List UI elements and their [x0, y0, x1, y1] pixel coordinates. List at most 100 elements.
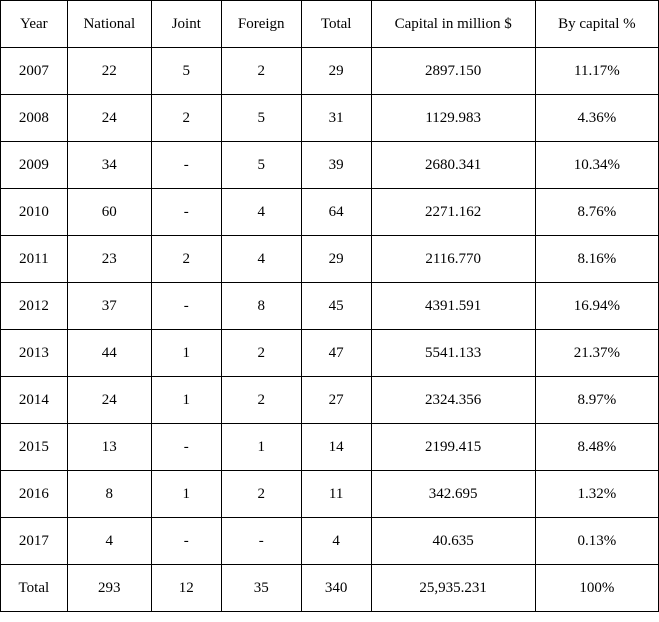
table-cell: 2	[151, 95, 221, 142]
table-row: Total293123534025,935.231100%	[1, 565, 659, 612]
table-cell: 2199.415	[371, 424, 535, 471]
table-cell: 4391.591	[371, 283, 535, 330]
table-cell: 40.635	[371, 518, 535, 565]
table-cell: 25,935.231	[371, 565, 535, 612]
table-cell: 8	[221, 283, 301, 330]
table-row: 20072252292897.15011.17%	[1, 48, 659, 95]
table-row: 20112324292116.7708.16%	[1, 236, 659, 283]
table-cell: 21.37%	[535, 330, 658, 377]
table-header-row: YearNationalJointForeignTotalCapital in …	[1, 1, 659, 48]
table-cell: 37	[67, 283, 151, 330]
table-cell: 2017	[1, 518, 68, 565]
table-cell: 2	[221, 48, 301, 95]
table-cell: 2010	[1, 189, 68, 236]
table-cell: 2324.356	[371, 377, 535, 424]
table-cell: 4	[301, 518, 371, 565]
table-cell: -	[151, 142, 221, 189]
table-row: 200934-5392680.34110.34%	[1, 142, 659, 189]
col-header: National	[67, 1, 151, 48]
table-cell: 24	[67, 377, 151, 424]
table-cell: 16.94%	[535, 283, 658, 330]
table-cell: 31	[301, 95, 371, 142]
table-cell: 100%	[535, 565, 658, 612]
table-cell: 24	[67, 95, 151, 142]
table-cell: 8.76%	[535, 189, 658, 236]
table-cell: 2016	[1, 471, 68, 518]
table-cell: 12	[151, 565, 221, 612]
table-cell: -	[151, 283, 221, 330]
table-cell: 8.97%	[535, 377, 658, 424]
table-cell: Total	[1, 565, 68, 612]
table-cell: 8.16%	[535, 236, 658, 283]
table-cell: 60	[67, 189, 151, 236]
col-header: Foreign	[221, 1, 301, 48]
table-cell: 2897.150	[371, 48, 535, 95]
table-cell: 2009	[1, 142, 68, 189]
table-row: 201513-1142199.4158.48%	[1, 424, 659, 471]
table-cell: 2013	[1, 330, 68, 377]
table-cell: -	[221, 518, 301, 565]
table-cell: 4.36%	[535, 95, 658, 142]
table-cell: 13	[67, 424, 151, 471]
table-row: 201060-4642271.1628.76%	[1, 189, 659, 236]
table-cell: 23	[67, 236, 151, 283]
table-row: 201681211342.6951.32%	[1, 471, 659, 518]
table-cell: 5	[151, 48, 221, 95]
table-cell: 4	[221, 236, 301, 283]
table-cell: 2116.770	[371, 236, 535, 283]
table-cell: 8.48%	[535, 424, 658, 471]
table-cell: 2008	[1, 95, 68, 142]
table-cell: 35	[221, 565, 301, 612]
col-header: Total	[301, 1, 371, 48]
col-header: Year	[1, 1, 68, 48]
table-row: 201237-8454391.59116.94%	[1, 283, 659, 330]
table-cell: 0.13%	[535, 518, 658, 565]
table-cell: 14	[301, 424, 371, 471]
table-cell: 1	[151, 330, 221, 377]
table-cell: 39	[301, 142, 371, 189]
table-row: 20134412475541.13321.37%	[1, 330, 659, 377]
table-cell: -	[151, 518, 221, 565]
table-cell: 10.34%	[535, 142, 658, 189]
table-cell: 64	[301, 189, 371, 236]
table-cell: 47	[301, 330, 371, 377]
table-cell: 1	[151, 377, 221, 424]
table-cell: 2271.162	[371, 189, 535, 236]
table-cell: 2014	[1, 377, 68, 424]
table-cell: 340	[301, 565, 371, 612]
table-cell: 2007	[1, 48, 68, 95]
table-row: 20174--440.6350.13%	[1, 518, 659, 565]
table-cell: 45	[301, 283, 371, 330]
table-cell: 44	[67, 330, 151, 377]
table-cell: 1129.983	[371, 95, 535, 142]
table-row: 20082425311129.9834.36%	[1, 95, 659, 142]
table-cell: 5	[221, 142, 301, 189]
table-cell: -	[151, 189, 221, 236]
table-cell: 342.695	[371, 471, 535, 518]
table-cell: 1.32%	[535, 471, 658, 518]
table-cell: 2	[221, 471, 301, 518]
table-cell: 2	[221, 377, 301, 424]
table-cell: 22	[67, 48, 151, 95]
table-cell: 2011	[1, 236, 68, 283]
table-cell: 2	[221, 330, 301, 377]
data-table-container: YearNationalJointForeignTotalCapital in …	[0, 0, 659, 612]
table-cell: 293	[67, 565, 151, 612]
table-cell: 5541.133	[371, 330, 535, 377]
table-cell: 4	[221, 189, 301, 236]
table-cell: 11	[301, 471, 371, 518]
table-cell: 8	[67, 471, 151, 518]
table-cell: 2012	[1, 283, 68, 330]
data-table: YearNationalJointForeignTotalCapital in …	[0, 0, 659, 612]
table-cell: 34	[67, 142, 151, 189]
table-cell: 1	[221, 424, 301, 471]
table-cell: 27	[301, 377, 371, 424]
col-header: Capital in million $	[371, 1, 535, 48]
col-header: Joint	[151, 1, 221, 48]
table-cell: 11.17%	[535, 48, 658, 95]
table-cell: -	[151, 424, 221, 471]
table-cell: 5	[221, 95, 301, 142]
table-cell: 1	[151, 471, 221, 518]
col-header: By capital %	[535, 1, 658, 48]
table-row: 20142412272324.3568.97%	[1, 377, 659, 424]
